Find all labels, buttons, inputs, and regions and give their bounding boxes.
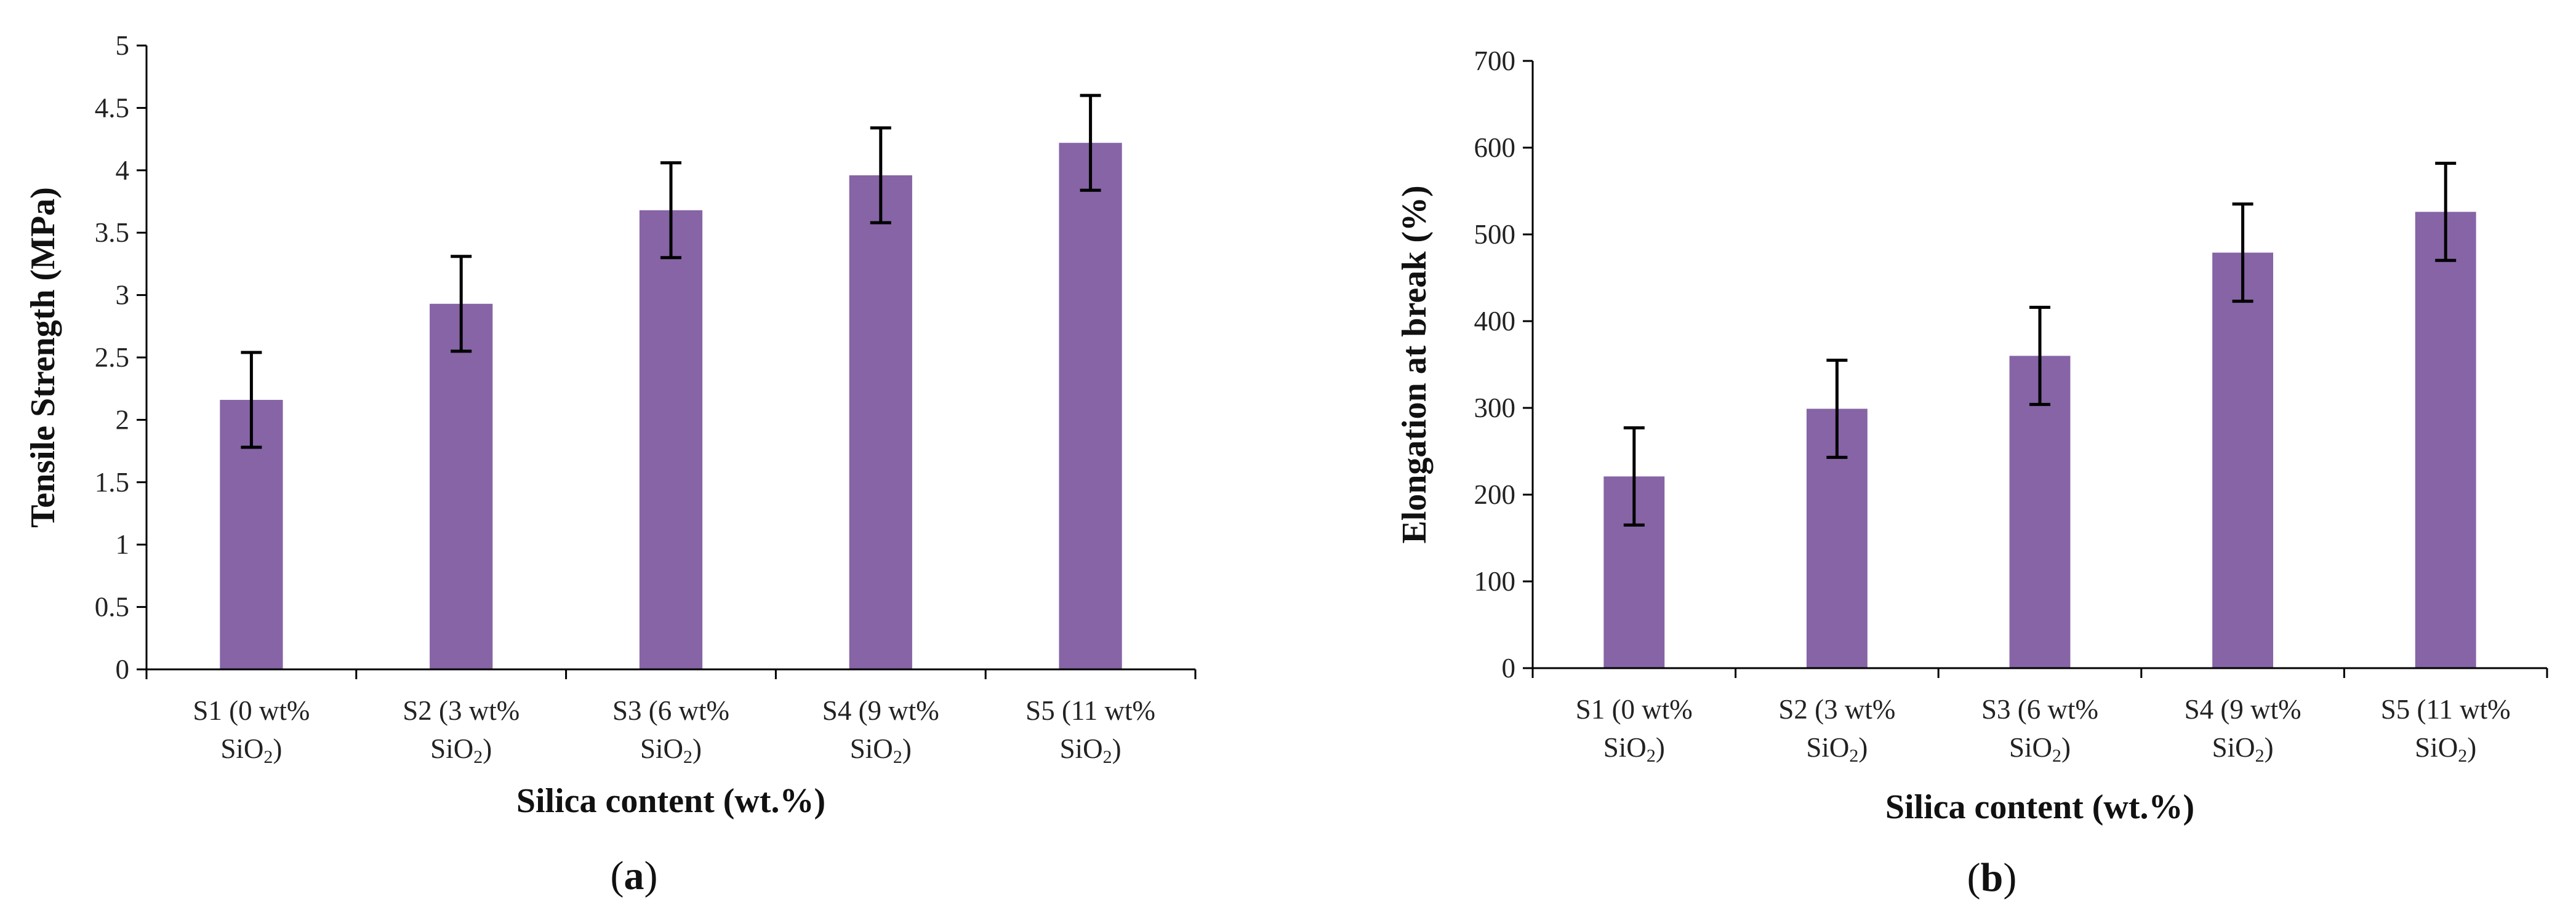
y-tick-label: 300 [1474,393,1516,423]
bar [639,210,703,669]
y-tick-label: 500 [1474,219,1516,250]
y-tick-label: 4.5 [95,92,129,123]
panel-label: (b) [1967,855,2017,900]
error-bar [1080,94,1101,192]
bar [2009,356,2071,668]
bar [849,175,912,669]
y-tick-label: 600 [1474,132,1516,163]
x-axis-title: Silica content (wt.%) [516,782,825,820]
x-tick-label-formula: SiO2) [850,733,912,767]
bar [430,303,493,669]
error-bar [870,126,891,225]
x-tick-label-formula: SiO2) [2415,732,2476,766]
panel-label: (a) [611,853,658,898]
error-bar [241,351,262,449]
x-tick-label-formula: SiO2) [220,733,282,767]
y-tick-label: 200 [1474,479,1516,510]
error-bar [1826,358,1848,459]
y-tick-label: 700 [1474,46,1516,76]
x-tick-label-formula: SiO2) [2212,732,2274,766]
x-tick-label: S2 (3 wt% [1778,694,1895,725]
y-tick-label: 100 [1474,566,1516,597]
chart-tensile-strength: 0 0.5 1 1.5 2 2.5 3 3.5 4 4.5 5 S1 (0 wt% SiO2) S2 (3… [24,30,1197,898]
x-tick-label-formula: SiO2) [1806,732,1868,766]
y-tick-label: 0 [116,654,130,685]
y-tick-label: 1.5 [95,467,129,498]
x-tick-label: S1 (0 wt% [193,695,310,726]
x-tick-label: S5 (11 wt% [2381,694,2511,725]
x-tick-label: S5 (11 wt% [1025,695,1155,726]
x-tick-label-formula: SiO2) [2009,732,2071,766]
bar [2212,252,2274,668]
x-axis-title: Silica content (wt.%) [1885,788,2194,826]
y-tick-label: 0.5 [95,592,129,623]
x-tick-label: S3 (6 wt% [612,695,729,726]
x-tick-label-formula: SiO2) [1060,733,1121,767]
error-bar [1623,426,1645,527]
x-tick-label: S2 (3 wt% [403,695,520,726]
error-bar [2232,202,2253,303]
y-tick-label: 3 [116,280,130,311]
x-tick-label: S4 (9 wt% [822,695,939,726]
error-bar [2435,161,2457,262]
y-tick-label: 2.5 [95,342,129,373]
error-bar [2029,305,2050,406]
chart-elongation-at-break: 0 100 200 300 400 500 600 700 S1 (0 wt% SiO2) S2 (… [1395,46,2548,900]
y-axis-title: Tensile Strength (MPa) [24,187,62,528]
error-bar [451,255,472,353]
y-tick-label: 3.5 [95,217,129,248]
x-tick-label-formula: SiO2) [640,733,702,767]
y-axis-title: Elongation at break (%) [1395,185,1434,543]
bar [2415,212,2476,669]
y-tick-label: 400 [1474,306,1516,337]
y-tick-label: 1 [116,529,130,560]
x-tick-label: S1 (0 wt% [1576,694,1693,725]
y-tick-label: 2 [116,404,130,435]
x-tick-label: S4 (9 wt% [2185,694,2301,725]
y-tick-label: 4 [116,155,130,186]
x-tick-label: S3 (6 wt% [1981,694,2098,725]
x-tick-label-formula: SiO2) [1603,732,1665,766]
x-tick-label-formula: SiO2) [430,733,492,767]
error-bar [660,161,681,260]
y-tick-label: 5 [116,30,130,61]
bar [1059,143,1122,669]
y-tick-label: 0 [1502,653,1516,684]
